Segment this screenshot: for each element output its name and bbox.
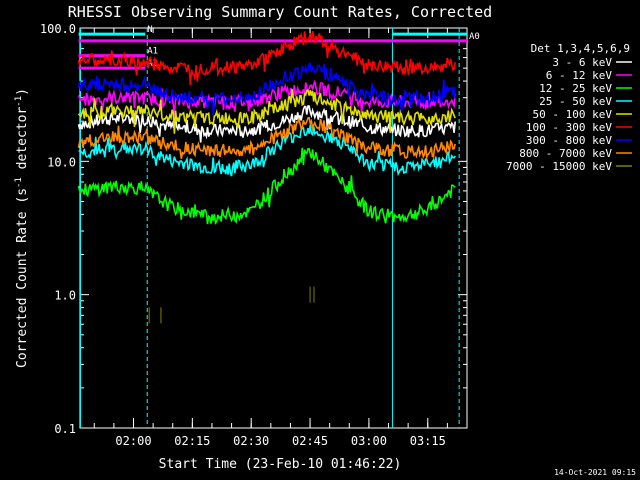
series-line xyxy=(77,31,456,86)
x-axis-label: Start Time (23-Feb-10 01:46:22) xyxy=(159,457,402,472)
series-line xyxy=(77,88,456,134)
series-line xyxy=(77,105,456,143)
legend-entry-label: 100 - 300 keV xyxy=(526,121,612,134)
series-line xyxy=(77,116,456,161)
state-bar-label: A1 xyxy=(147,47,158,57)
y-tick-label: 1.0 xyxy=(54,289,76,303)
x-tick-label: 03:15 xyxy=(410,434,446,448)
x-tick-label: 02:00 xyxy=(115,434,151,448)
legend-title: Det 1,3,4,5,6,9 xyxy=(531,42,630,55)
y-axis-label-part: ) xyxy=(15,88,30,96)
plot-area: 0.1 1.0 10.0 100.0 02:00 02:15 02:30 02:45 03:00… xyxy=(40,22,480,448)
y-axis-label-exponent: -1 xyxy=(14,177,24,188)
state-bar-label: N xyxy=(147,25,152,35)
legend-entry-label: 300 - 800 keV xyxy=(526,134,612,147)
footer-date: 14-Oct-2021 09:15 xyxy=(554,468,636,477)
legend-entry-label: 25 - 50 keV xyxy=(539,95,612,108)
legend-entry-label: 800 - 7000 keV xyxy=(519,147,612,160)
y-axis-label: Corrected Count Rate (s-1 detector-1) xyxy=(14,88,30,368)
y-tick-label: 100.0 xyxy=(40,22,76,36)
chart-title: RHESSI Observing Summary Count Rates, Co… xyxy=(68,3,492,21)
legend-entry-label: 7000 - 15000 keV xyxy=(506,160,612,173)
y-axis-label-exponent: -1 xyxy=(14,96,24,107)
y-tick-label: 0.1 xyxy=(54,422,76,436)
x-tick-label: 02:15 xyxy=(174,434,210,448)
series-line xyxy=(78,124,456,177)
x-tick-label: 02:30 xyxy=(233,434,269,448)
series-line xyxy=(77,62,456,115)
y-tick-label: 10.0 xyxy=(47,155,76,169)
state-bar-label: A0 xyxy=(469,32,480,42)
x-tick-label: 02:45 xyxy=(292,434,328,448)
y-axis-label-part: detector xyxy=(15,107,30,178)
legend-entry-label: 50 - 100 keV xyxy=(533,108,613,121)
series-line xyxy=(77,147,456,225)
y-axis-label-part: Corrected Count Rate (s xyxy=(15,188,30,368)
legend-entry-label: 12 - 25 keV xyxy=(539,82,612,95)
legend-entry-label: 6 - 12 keV xyxy=(546,69,613,82)
plot-frame xyxy=(79,27,468,429)
x-tick-label: 03:00 xyxy=(351,434,387,448)
legend-entry-label: 3 - 6 keV xyxy=(552,56,612,69)
